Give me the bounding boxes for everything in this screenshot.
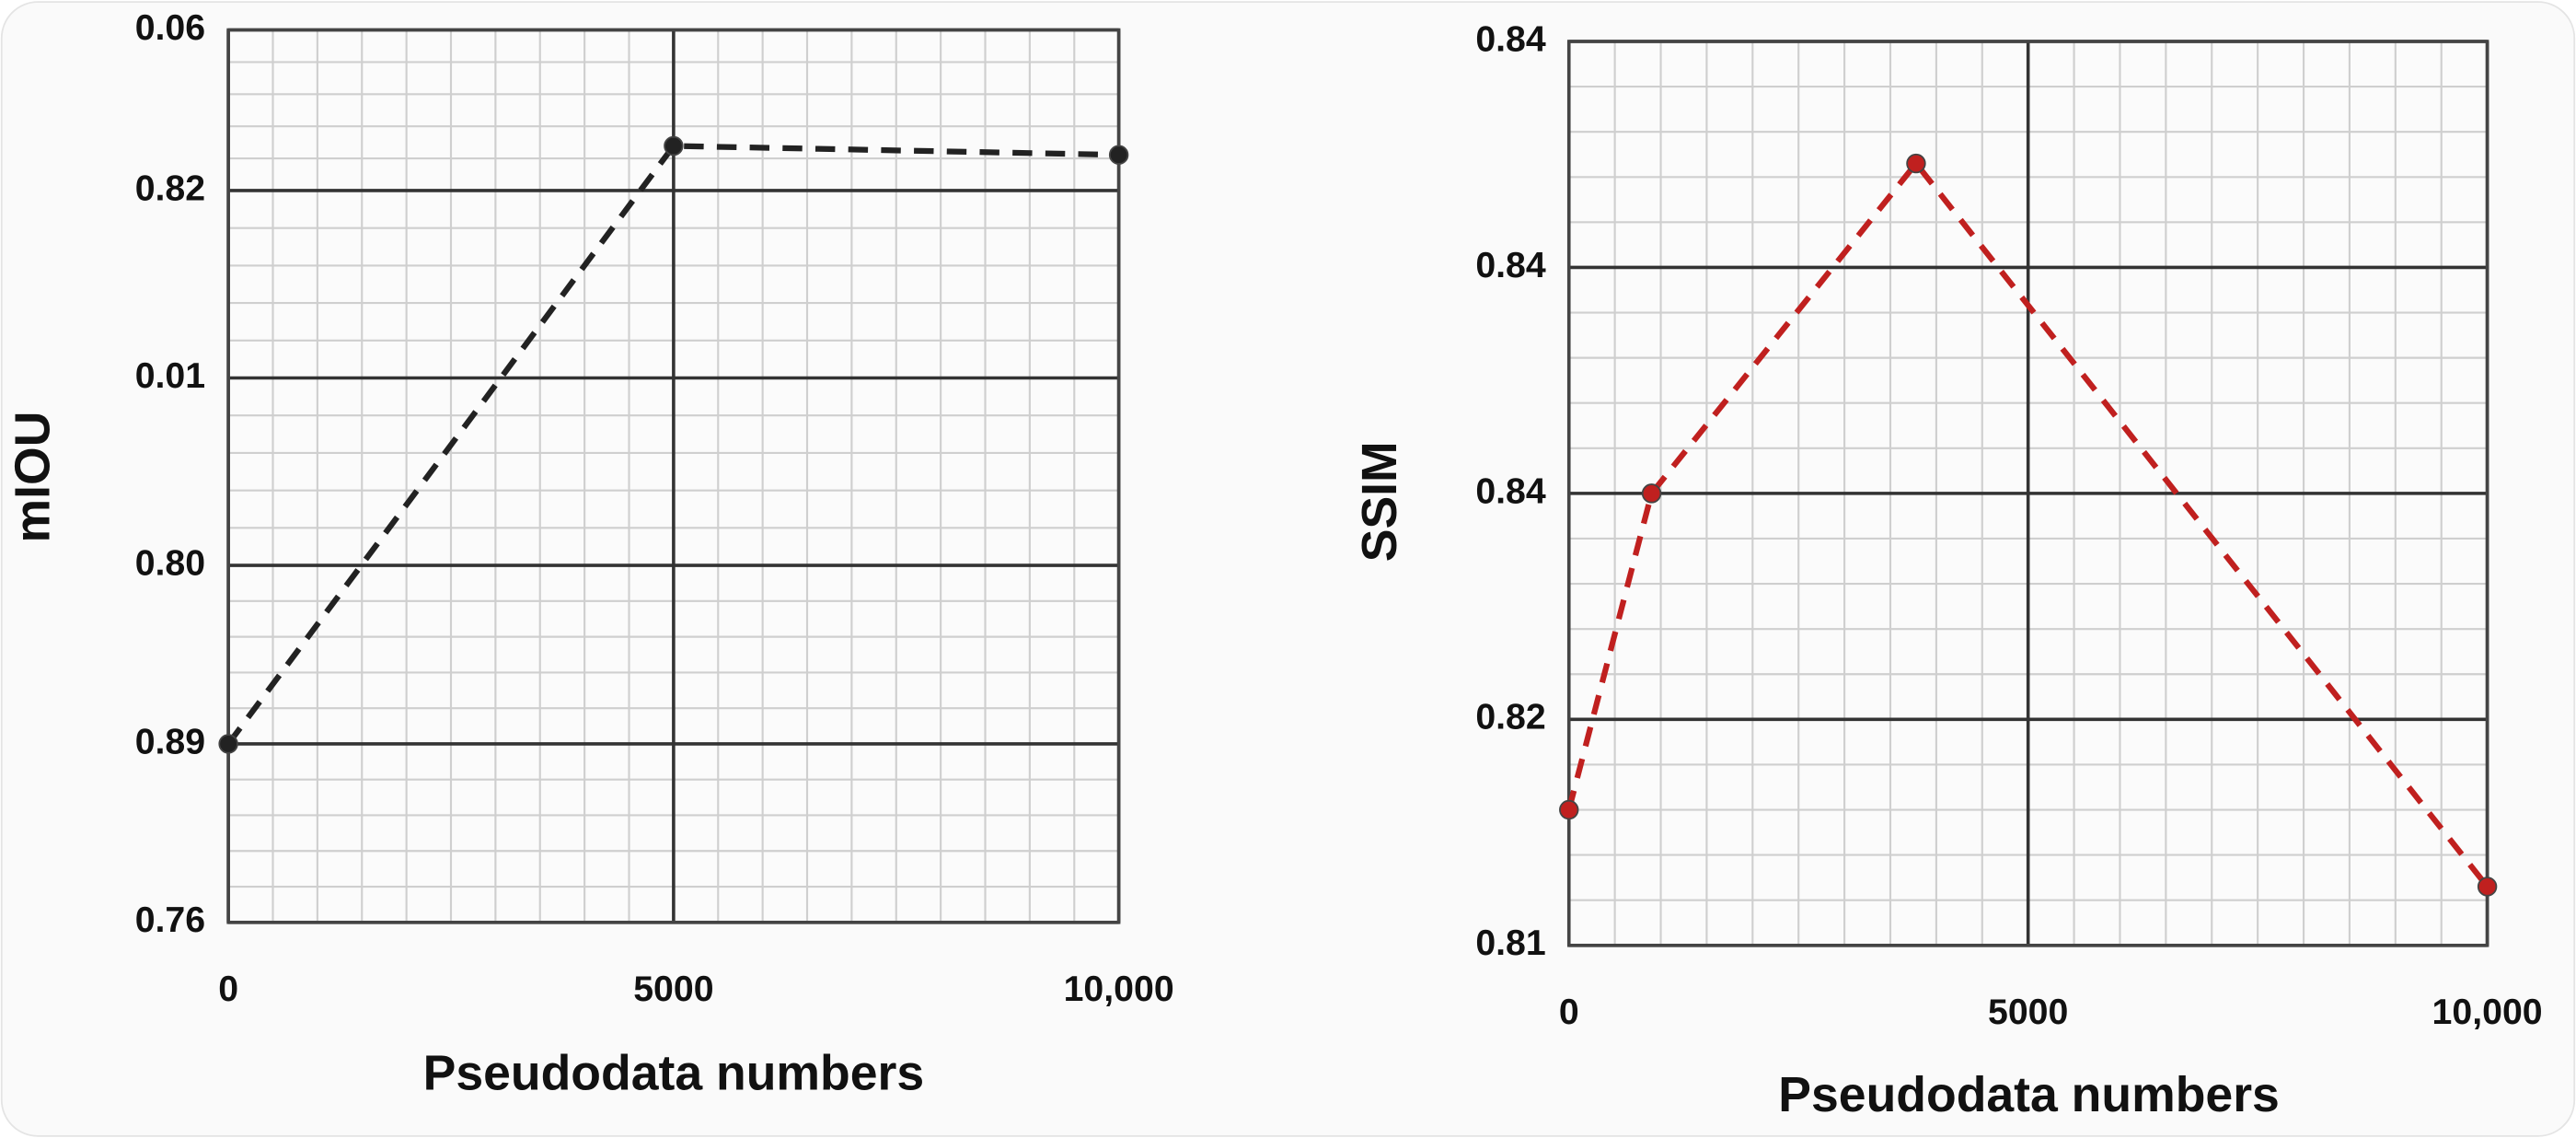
y-tick-label: 0.84 — [1475, 470, 1546, 511]
x-axis-title: Pseudodata numbers — [423, 1047, 925, 1101]
x-tick-label: 10,000 — [1064, 969, 1174, 1009]
plot-frame — [1566, 40, 2489, 947]
y-tick-label: 0.81 — [1475, 923, 1545, 963]
y-axis-title: mIOU — [6, 412, 60, 543]
data-point — [218, 734, 238, 754]
data-point — [664, 135, 684, 157]
y-tick-label: 0.76 — [135, 900, 205, 940]
x-tick-label: 5000 — [1988, 992, 2068, 1032]
data-point — [1641, 483, 1662, 504]
data-point — [1108, 145, 1129, 165]
y-tick-label: 0.80 — [135, 542, 205, 583]
data-point — [1559, 799, 1579, 820]
y-tick-label: 0.01 — [135, 355, 205, 396]
data-line — [225, 143, 1119, 746]
x-axis-title: Pseudodata numbers — [1778, 1068, 2280, 1122]
y-tick-label: 0.06 — [135, 7, 205, 48]
data-line — [1565, 158, 2490, 888]
y-axis-title: SSIM — [1353, 441, 1407, 562]
y-tick-label: 0.84 — [1475, 245, 1546, 285]
x-tick-label: 5000 — [633, 969, 713, 1009]
y-tick-label: 0.89 — [135, 721, 205, 761]
data-point — [1906, 153, 1926, 174]
plot-frame — [226, 28, 1121, 924]
data-point — [2477, 877, 2498, 897]
x-tick-label: 0 — [218, 969, 238, 1009]
y-tick-label: 0.82 — [135, 168, 205, 208]
y-tick-label: 0.82 — [1475, 697, 1545, 737]
x-tick-label: 10,000 — [2432, 992, 2543, 1032]
x-tick-label: 0 — [1559, 992, 1579, 1032]
y-tick-label: 0.84 — [1475, 18, 1546, 59]
